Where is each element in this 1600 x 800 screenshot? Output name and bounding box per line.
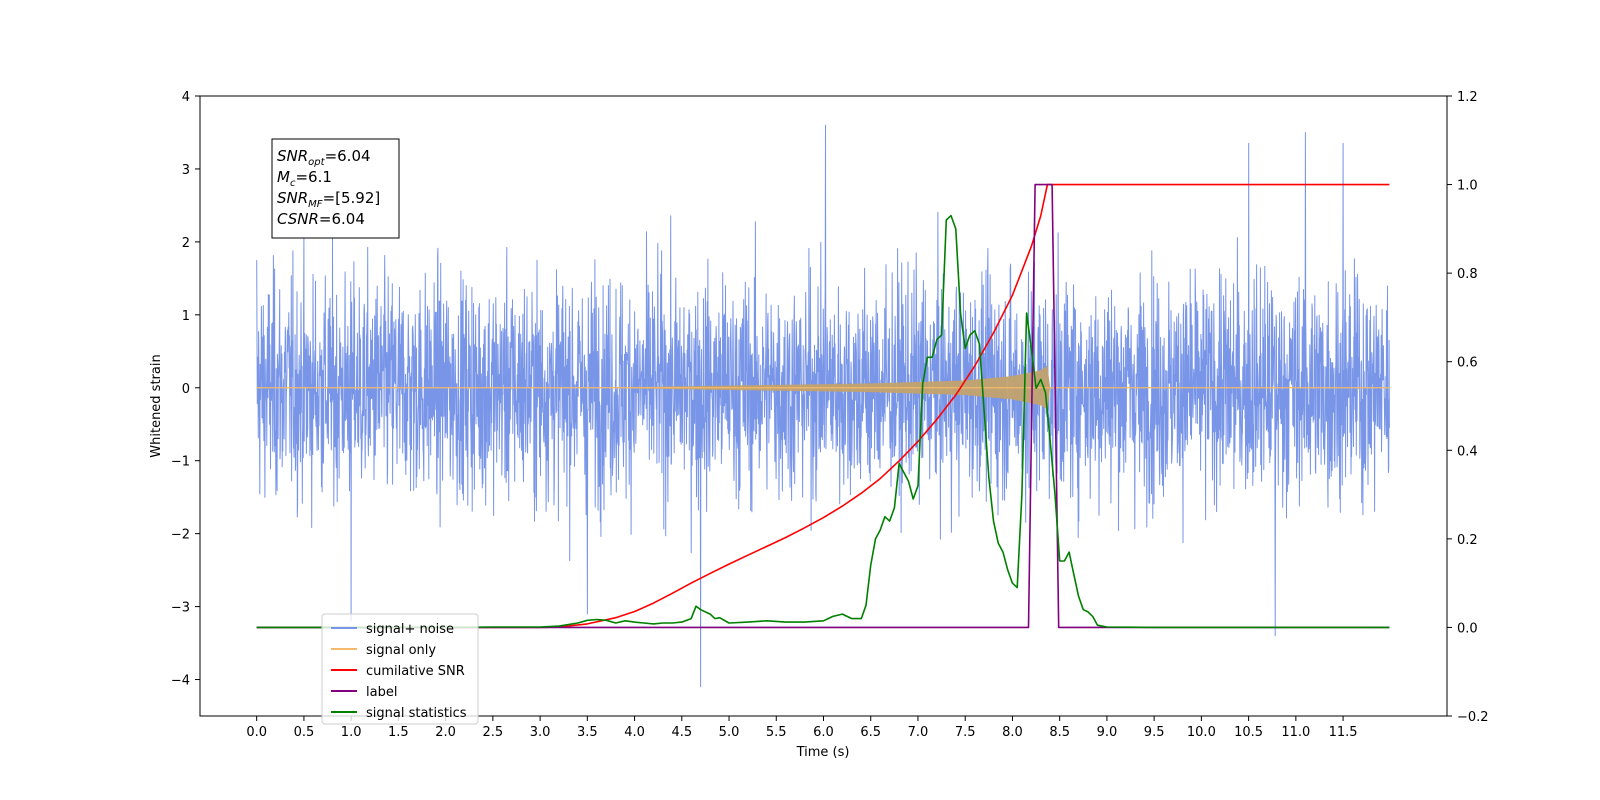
x-tick-label: 5.5 (766, 725, 787, 740)
y-tick-label: 0 (182, 382, 190, 397)
y-axis-label: Whitened strain (149, 354, 164, 457)
annotation-line: SNRopt=6.04 (277, 147, 371, 168)
x-axis-label: Time (s) (796, 745, 850, 760)
y-tick-label: −3 (171, 601, 190, 616)
x-tick-label: 0.0 (246, 725, 267, 740)
y2-tick-label: 1.0 (1457, 179, 1478, 194)
y2-tick-label: 0.0 (1457, 621, 1478, 636)
legend-label: signal only (366, 643, 436, 658)
legend-label: signal+ noise (366, 622, 454, 637)
x-tick-label: 10.0 (1187, 725, 1216, 740)
x-tick-label: 4.5 (671, 725, 692, 740)
x-tick-label: 11.5 (1329, 725, 1358, 740)
x-tick-label: 0.5 (294, 725, 315, 740)
x-tick-label: 11.0 (1281, 725, 1310, 740)
y-tick-label: 3 (182, 163, 190, 178)
y2-tick-label: 0.8 (1457, 267, 1478, 282)
y-axis-ticks: 4 3 2 1 0 −1 −2 −3 −4 (171, 90, 200, 689)
y2-tick-label: 1.2 (1457, 90, 1478, 105)
x-tick-label: 8.5 (1049, 725, 1070, 740)
legend: signal+ noise signal only cumilative SNR la… (321, 613, 479, 725)
series-signal-only (256, 365, 1391, 410)
x-tick-label: 2.0 (435, 725, 456, 740)
x-tick-label: 9.5 (1144, 725, 1165, 740)
x-tick-label: 1.0 (341, 725, 362, 740)
signal-noise-line (256, 124, 1390, 688)
x-axis-ticks: 0.0 0.5 1.0 1.5 2.0 2.5 3.0 3.5 4.0 4.5 5.0 5.5 6.0 6… (246, 716, 1358, 740)
y2-tick-label: 0.4 (1457, 444, 1478, 459)
legend-label: label (366, 685, 397, 700)
x-tick-label: 2.5 (483, 725, 504, 740)
x-tick-label: 6.5 (860, 725, 881, 740)
x-tick-label: 4.0 (624, 725, 645, 740)
series-lines (256, 183, 1390, 629)
x-tick-label: 7.5 (955, 725, 976, 740)
annotation-line: CSNR=6.04 (277, 210, 365, 228)
x-tick-label: 9.0 (1097, 725, 1118, 740)
series-line-cumilative-snr (256, 183, 1390, 629)
x-tick-label: 5.0 (719, 725, 740, 740)
annotation-line: Mc=6.1 (277, 168, 332, 189)
series-signal-noise (256, 124, 1390, 688)
x-tick-label: 8.0 (1002, 725, 1023, 740)
annotation-line: SNRMF=[5.92] (277, 189, 380, 210)
y2-tick-label: −0.2 (1457, 710, 1489, 725)
x-tick-label: 3.0 (530, 725, 551, 740)
x-tick-label: 7.0 (908, 725, 929, 740)
x-tick-label: 10.5 (1234, 725, 1263, 740)
y2-tick-label: 0.6 (1457, 356, 1478, 371)
y-tick-label: −2 (171, 528, 190, 543)
y-tick-label: 1 (182, 309, 190, 324)
x-tick-label: 1.5 (388, 725, 409, 740)
y-tick-label: −1 (171, 455, 190, 470)
y-tick-label: 2 (182, 236, 190, 251)
legend-label: signal statistics (366, 706, 467, 721)
y2-axis-ticks: 1.2 1.0 0.8 0.6 0.4 0.2 0.0 −0.2 (1447, 90, 1489, 725)
x-tick-label: 3.5 (577, 725, 598, 740)
y-tick-label: −4 (171, 674, 190, 689)
legend-label: cumilative SNR (366, 664, 465, 679)
y2-tick-label: 0.2 (1457, 533, 1478, 548)
x-tick-label: 6.0 (813, 725, 834, 740)
y-tick-label: 4 (182, 90, 190, 105)
series-line-signal-statistics (256, 214, 1390, 629)
